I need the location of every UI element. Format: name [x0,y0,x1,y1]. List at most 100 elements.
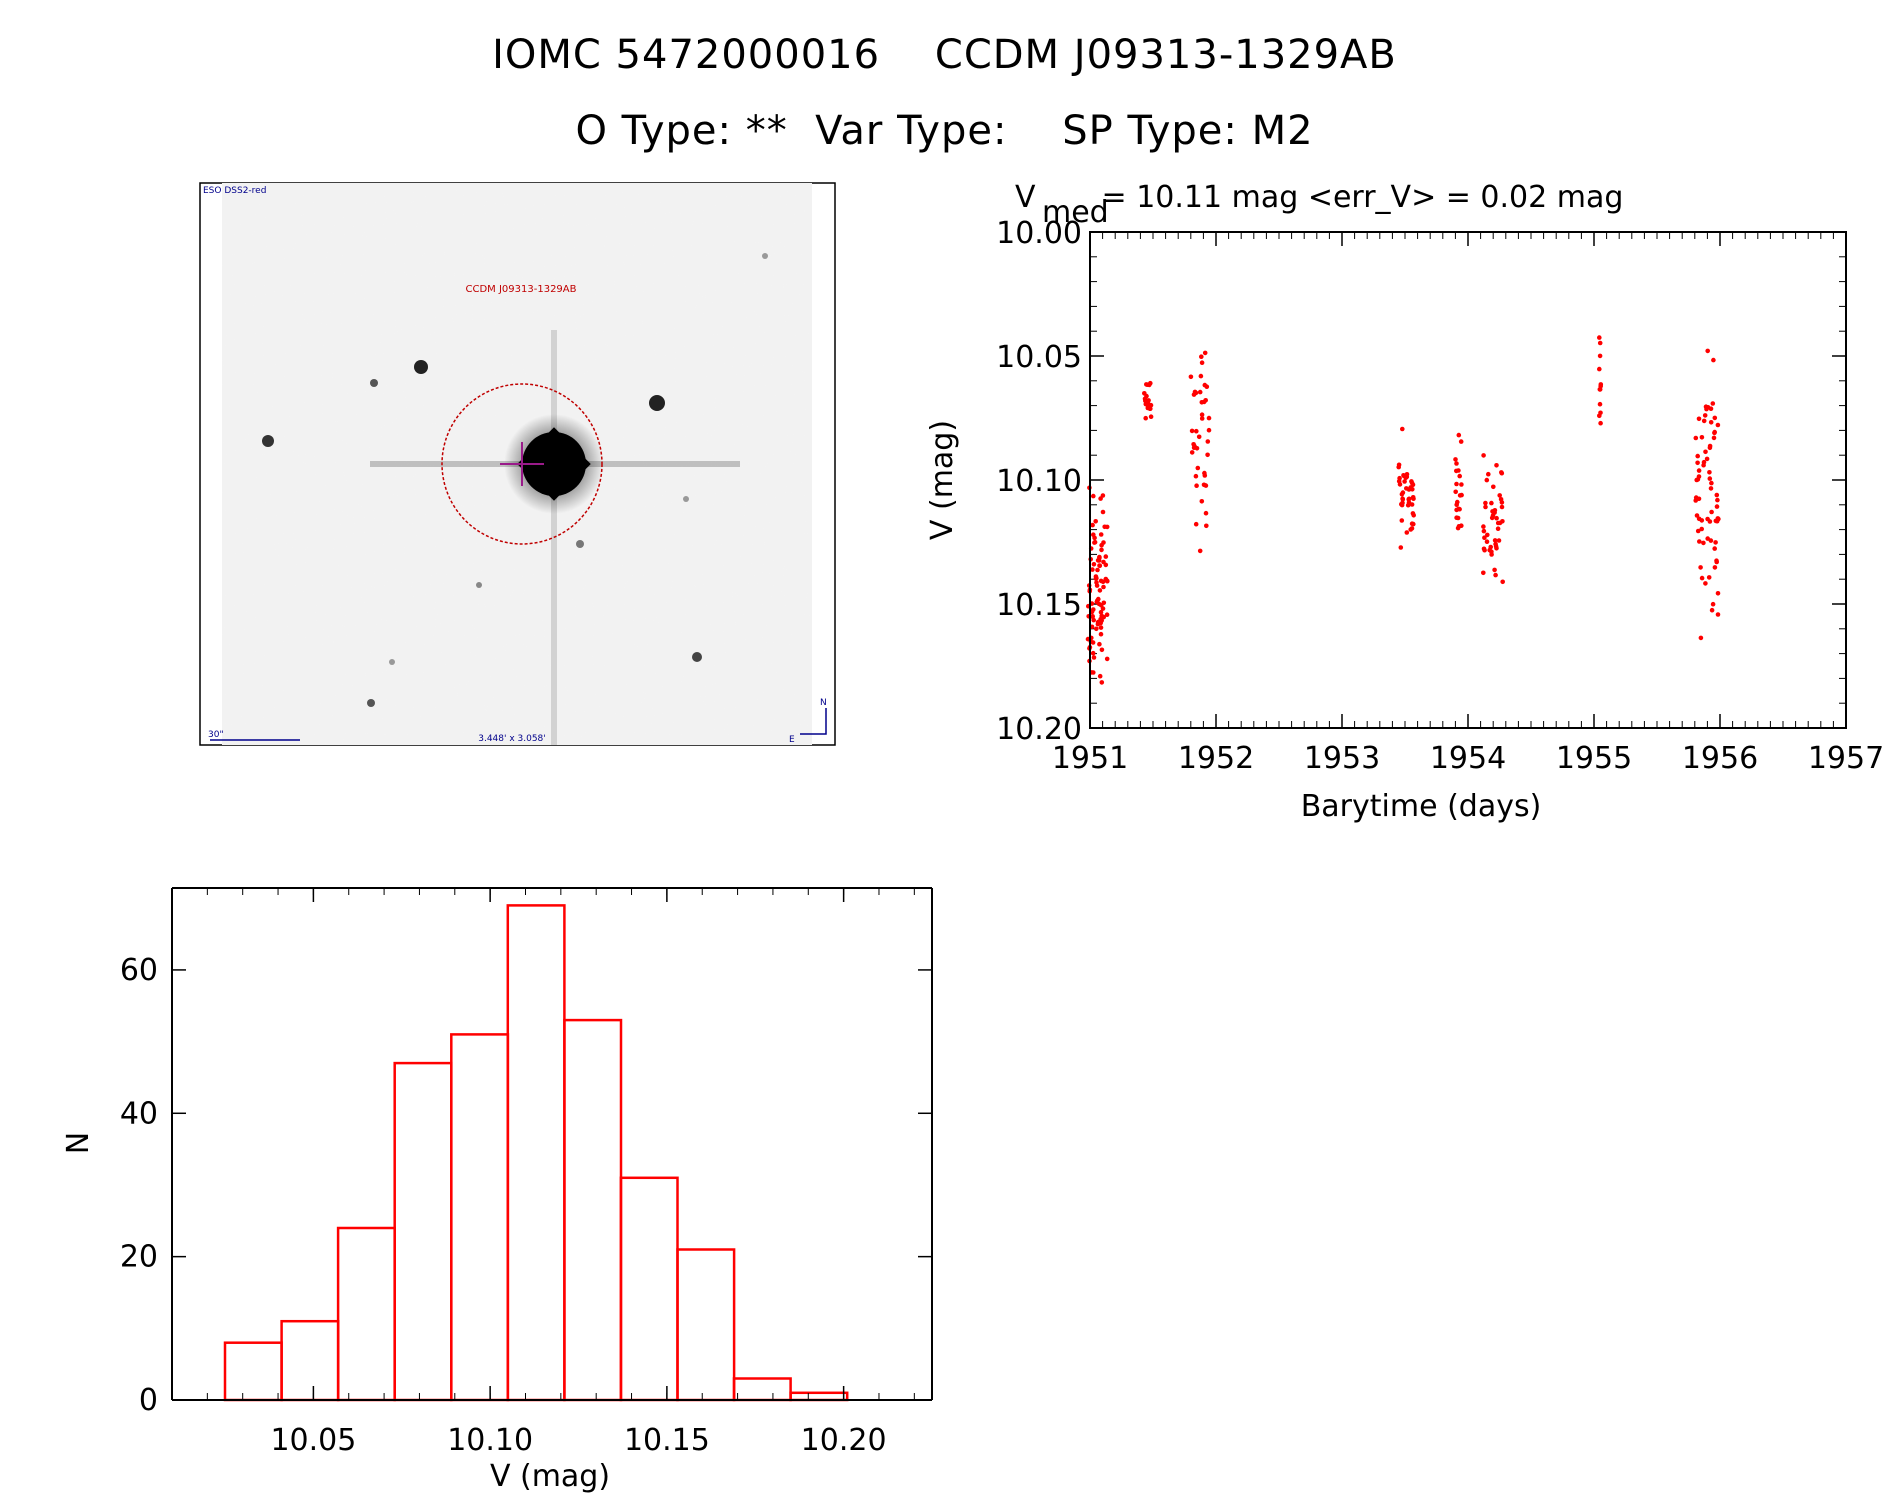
lc-data-point [1406,487,1412,492]
lc-data-point [1398,545,1404,550]
lc-ytick-label: 10.10 [996,464,1082,499]
lc-data-point [1500,579,1505,585]
lc-data-point [1696,416,1702,422]
lc-data-point [1496,538,1502,543]
lc-data-point [1092,539,1098,545]
lc-xlabel: Barytime (days) [1301,789,1542,824]
lc-data-point [1145,401,1151,407]
lc-data-point [1097,588,1103,593]
lc-data-point [1495,526,1501,531]
lc-data-point [1100,579,1106,585]
lc-data-point [1708,486,1714,491]
lc-data-point [1712,415,1718,421]
scale-label: 30" [208,730,224,740]
lc-data-point [1499,470,1504,475]
lc-data-point [1148,414,1154,420]
lc-data-point [1454,468,1459,474]
lc-data-point [1485,532,1490,538]
lc-data-point [1707,476,1713,481]
lc-data-point [1499,504,1505,510]
field-star [414,360,428,374]
lc-data-point [1104,656,1110,662]
lc-data-point [1095,558,1101,563]
lc-data-point [1710,401,1716,406]
lc-data-point [1197,548,1203,554]
field-star [389,659,395,665]
lc-data-point [1497,493,1502,498]
lc-data-point [1148,406,1153,412]
lc-data-point [1703,581,1708,586]
lc-data-point [1204,523,1209,529]
lc-data-point [1099,547,1104,553]
lc-data-point [1699,526,1704,532]
lc-data-point [1703,404,1709,410]
lc-data-point [1396,462,1402,468]
lc-data-point [1715,497,1720,503]
lc-data-point [1453,489,1458,495]
hist-xtick-label: 10.05 [270,1423,356,1458]
lc-data-point [1701,418,1707,424]
field-star [367,699,375,707]
hist-ytick-label: 0 [139,1383,158,1418]
lc-data-point [1493,572,1498,578]
lc-ytick-label: 10.20 [996,712,1082,747]
lc-data-point [1097,563,1102,568]
lc-data-point [1196,434,1202,440]
fov-label: 3.448' x 3.058' [478,734,546,744]
lc-data-point [1481,570,1486,576]
lc-data-point [1703,449,1708,455]
lc-data-point [1204,384,1210,390]
lc-data-point [1598,410,1603,416]
lc-data-point [1203,483,1209,488]
header-title-line2: O Type: ** Var Type: SP Type: M2 [575,108,1314,154]
lc-data-point [1098,532,1104,537]
field-star [576,540,584,548]
lc-data-point [1454,461,1459,466]
lc-data-point [1453,457,1458,462]
lc-data-point [1097,641,1102,647]
lc-data-point [1490,513,1496,518]
lc-data-point [1491,484,1496,490]
lc-data-point [1144,393,1149,399]
lc-data-point [1484,477,1490,483]
lc-data-point [1693,495,1699,500]
lc-xtick-label: 1952 [1178,741,1254,776]
lc-data-point [1199,416,1205,421]
lc-data-point [1091,493,1096,499]
lc-data-point [1148,380,1153,386]
lc-data-point [1714,558,1719,563]
field-star [762,253,768,259]
lc-data-point [1695,477,1701,482]
lc-data-point [1403,475,1409,481]
lc-data-point [1597,401,1603,407]
hist-bar [563,1018,623,1402]
lc-data-point [1707,445,1713,451]
lc-data-point [1409,521,1415,526]
lc-ylabel: V (mag) [925,420,960,540]
lc-data-point [1198,373,1204,379]
lc-data-point [1102,524,1107,530]
hist-bar [393,1061,453,1402]
lc-data-point [1194,428,1199,434]
field-star [370,379,378,387]
lc-data-point [1708,420,1714,425]
lc-data-point [1597,353,1603,359]
lc-data-point [1706,575,1712,580]
lc-data-point [1091,655,1097,660]
lc-data-point [1714,492,1720,498]
lc-data-point [1100,509,1106,515]
lc-data-point [1710,601,1716,607]
lc-data-point [1399,518,1405,523]
lc-data-point [1459,482,1464,487]
lc-data-point [1105,578,1110,584]
lc-data-point [1483,500,1488,506]
lc-data-point [1098,496,1103,501]
lc-title-sub: med [1042,195,1109,230]
hist-bar [336,1226,396,1402]
lc-data-point [1143,415,1148,421]
lc-data-point [1099,647,1105,653]
lc-data-point [1192,389,1198,395]
lc-data-point [1454,481,1459,487]
